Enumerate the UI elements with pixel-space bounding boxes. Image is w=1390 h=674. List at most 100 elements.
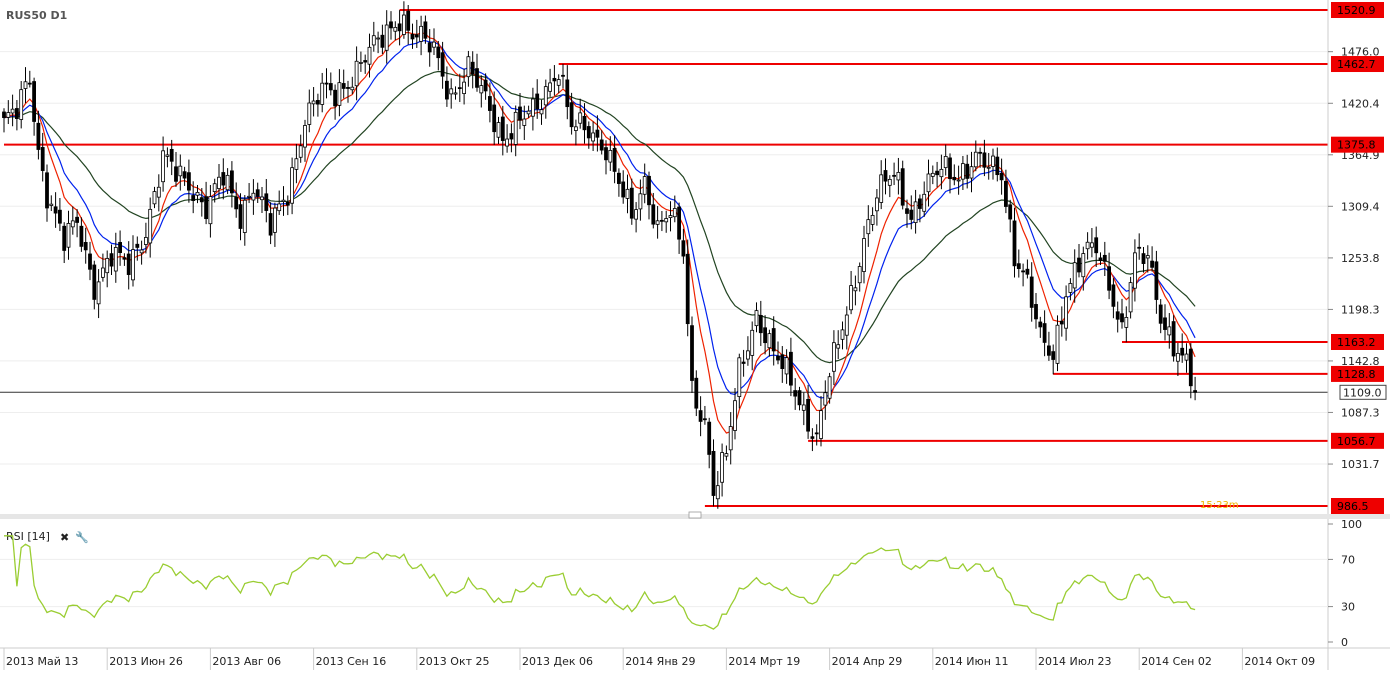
- candle-body: [526, 110, 531, 115]
- candle: [883, 158, 888, 195]
- level-badge: 1375.8: [1331, 136, 1384, 153]
- candle: [1167, 313, 1172, 349]
- candle: [995, 147, 1000, 182]
- candle-body: [651, 204, 656, 225]
- candle: [363, 54, 368, 74]
- candle: [307, 89, 312, 133]
- candle: [58, 198, 62, 232]
- bar-time-remaining: 15:23m: [1200, 500, 1239, 511]
- time-tick-label: 2014 Июл 23: [1038, 655, 1112, 668]
- candle-body: [423, 21, 428, 39]
- time-tick-label: 2014 Июн 11: [935, 655, 1009, 668]
- candle-body: [367, 46, 372, 65]
- candle: [62, 222, 67, 264]
- candle: [169, 139, 174, 176]
- candle-body: [14, 108, 19, 119]
- candle-body: [690, 325, 694, 381]
- candle: [350, 76, 355, 95]
- candle-body: [1180, 347, 1185, 356]
- candle-body: [780, 354, 785, 369]
- candle-body: [1141, 253, 1146, 264]
- candle-body: [952, 176, 957, 181]
- candle: [561, 63, 565, 89]
- candle: [165, 147, 170, 168]
- candle: [1081, 246, 1086, 291]
- candle: [401, 1, 406, 39]
- candle: [96, 269, 101, 319]
- candle-body: [320, 82, 325, 105]
- candle: [513, 105, 518, 157]
- candle: [763, 315, 767, 355]
- candle-body: [294, 158, 299, 170]
- candle: [436, 40, 441, 71]
- candle-body: [793, 390, 798, 397]
- candle-body: [754, 310, 759, 327]
- candle-body: [1008, 204, 1013, 220]
- candle-body: [88, 253, 92, 270]
- candle-body: [122, 257, 127, 260]
- level-badge-box: [1331, 365, 1384, 382]
- candle: [470, 51, 475, 89]
- candle-body: [186, 172, 191, 191]
- candle-body: [204, 196, 209, 220]
- candle: [475, 53, 479, 92]
- candle: [948, 153, 952, 194]
- candle: [715, 470, 720, 509]
- candle-body: [655, 220, 660, 225]
- candle-body: [578, 112, 583, 124]
- candle-body: [961, 163, 965, 180]
- candle-body: [900, 168, 905, 206]
- candle-body: [956, 179, 961, 182]
- candle-body: [389, 21, 393, 29]
- candle-body: [771, 328, 776, 352]
- candle: [909, 195, 914, 230]
- candle: [862, 225, 866, 284]
- level-badge-box: [1331, 136, 1384, 153]
- time-tick-label: 2014 Янв 29: [625, 655, 695, 668]
- candle: [870, 207, 875, 232]
- candle: [1047, 331, 1051, 361]
- candle-body: [565, 79, 570, 108]
- level-labels: 1520.9 1462.7 1375.8 1163.2 1128.8 1056.7 986.…: [1331, 2, 1384, 514]
- candle: [698, 396, 703, 437]
- candle-body: [328, 83, 333, 91]
- candle-body: [36, 122, 41, 150]
- candle: [346, 80, 350, 103]
- candle: [1068, 278, 1073, 301]
- level-badge-box: [1331, 432, 1384, 449]
- candle: [178, 154, 183, 191]
- candle: [14, 100, 19, 131]
- candle-body: [376, 37, 381, 40]
- candle-body: [866, 219, 871, 235]
- candle: [118, 230, 122, 266]
- candle: [221, 158, 226, 200]
- candle-body: [621, 181, 626, 198]
- candle: [1064, 285, 1068, 341]
- candle-body: [599, 139, 604, 151]
- candle: [754, 302, 759, 333]
- candle-body: [427, 42, 432, 53]
- candle: [789, 337, 793, 397]
- candle: [380, 24, 385, 54]
- candle-body: [131, 249, 135, 281]
- candle: [741, 349, 746, 377]
- price-tick-label: 1198.3: [1341, 303, 1380, 316]
- level-badge-box: [1331, 2, 1384, 18]
- candle: [217, 164, 221, 199]
- level-badge-box: [1331, 56, 1384, 73]
- candle: [543, 79, 548, 119]
- candle: [496, 116, 501, 144]
- candle-body: [419, 25, 424, 42]
- candle-body: [1128, 282, 1133, 313]
- candle-body: [995, 156, 1000, 176]
- candle: [27, 70, 32, 88]
- candle-body: [943, 156, 948, 169]
- candle: [1145, 245, 1150, 273]
- candle: [621, 170, 626, 204]
- candle: [105, 250, 110, 288]
- candle-body: [354, 60, 359, 87]
- candle-body: [681, 240, 686, 257]
- candle-body: [617, 172, 621, 184]
- candle-body: [827, 376, 832, 399]
- candle: [148, 197, 153, 258]
